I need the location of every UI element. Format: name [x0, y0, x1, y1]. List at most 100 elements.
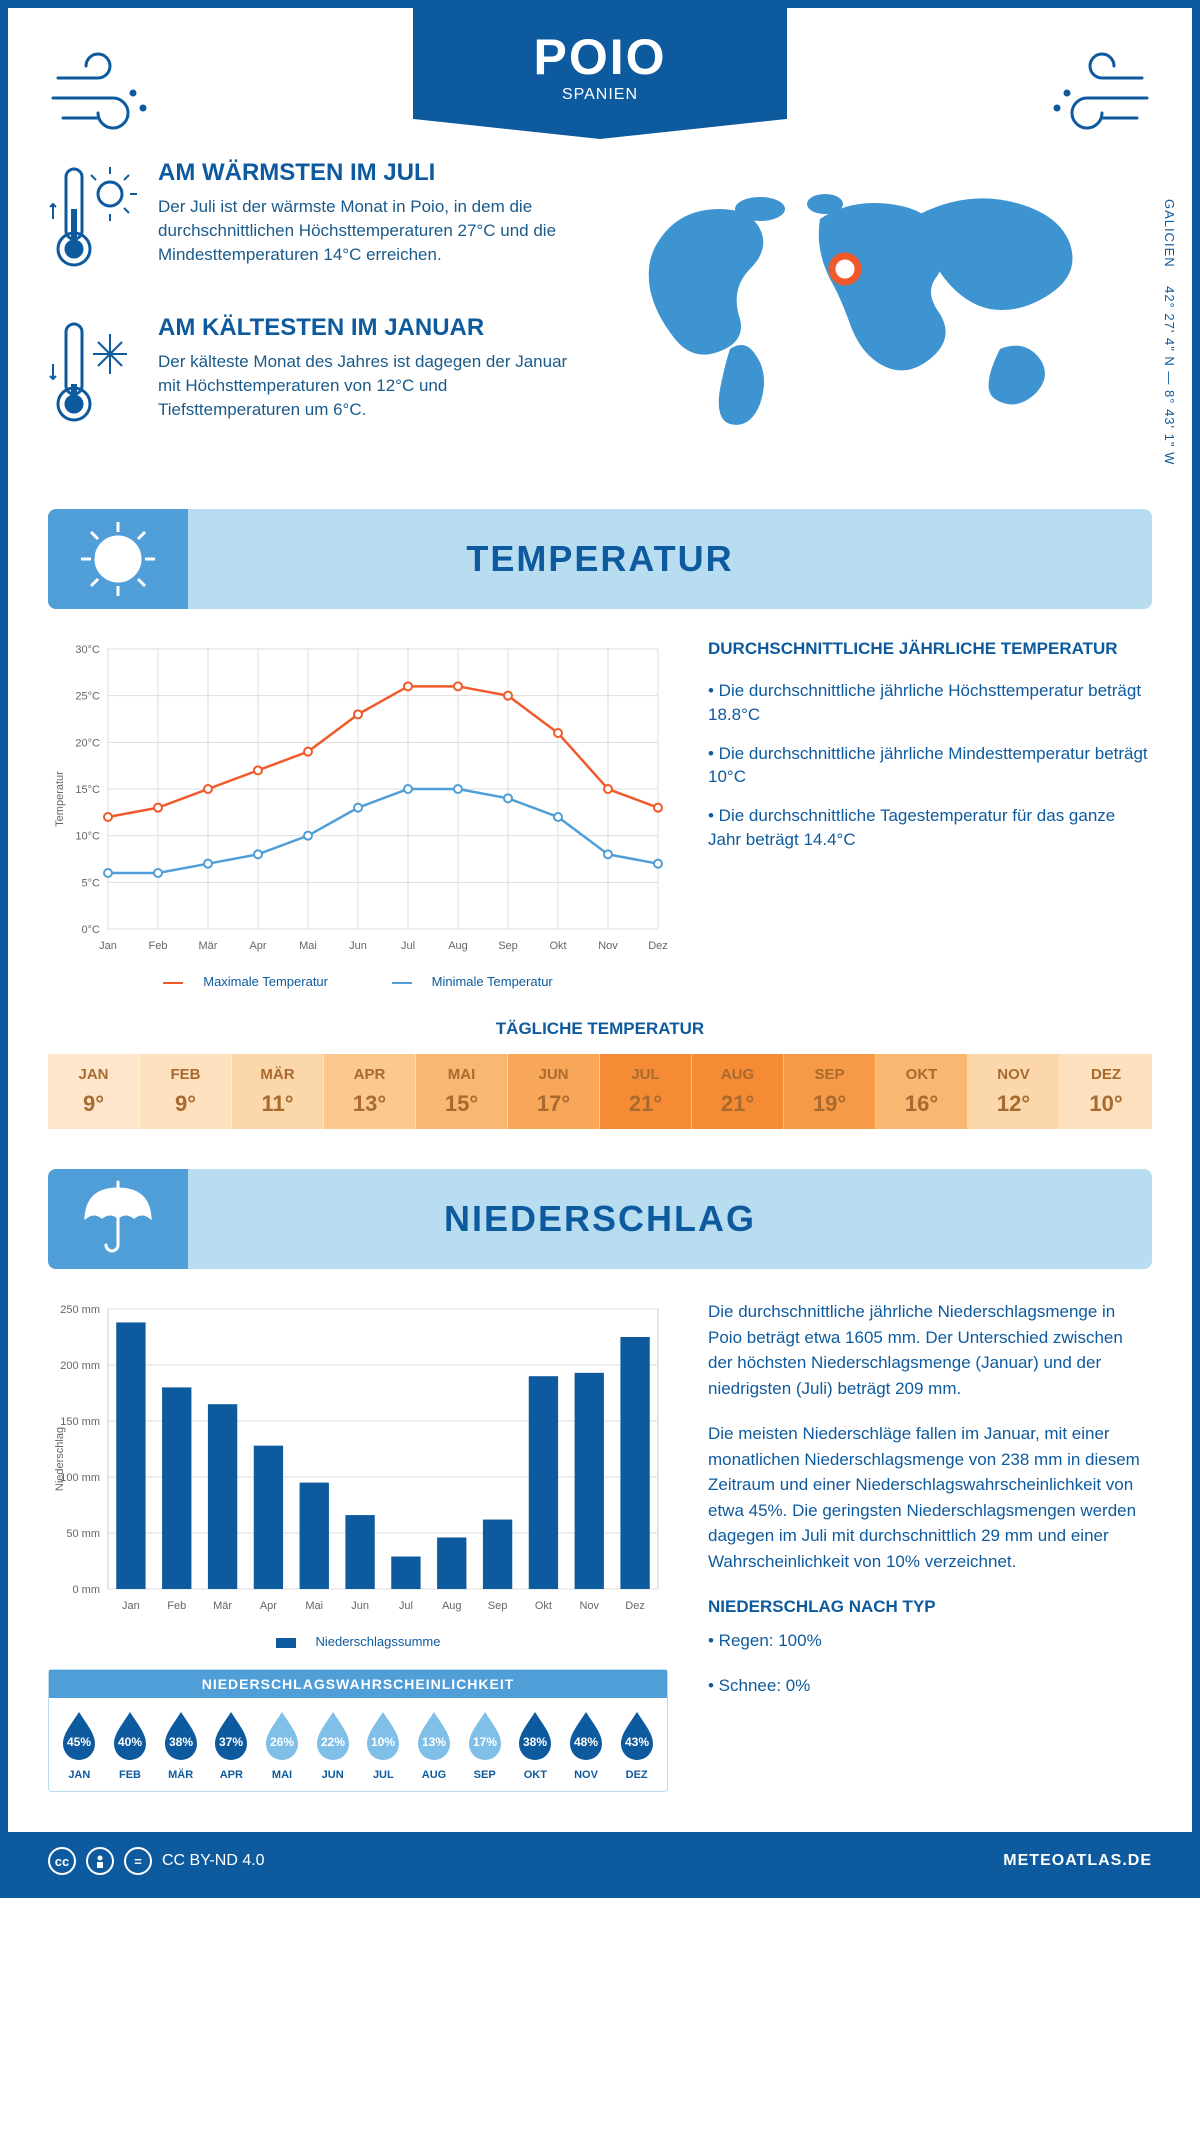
svg-text:Jun: Jun: [349, 940, 367, 952]
probability-title: NIEDERSCHLAGSWAHRSCHEINLICHKEIT: [49, 1670, 667, 1698]
warmest-block: AM WÄRMSTEN IM JULI Der Juli ist der wär…: [48, 159, 580, 284]
probability-grid: 45%JAN40%FEB38%MÄR37%APR26%MAI22%JUN10%J…: [49, 1698, 667, 1791]
svg-text:38%: 38%: [169, 1735, 193, 1749]
svg-text:Niederschlag: Niederschlag: [54, 1427, 66, 1491]
probability-cell: 37%APR: [206, 1708, 257, 1781]
precip-p1: Die durchschnittliche jährliche Niedersc…: [708, 1299, 1152, 1401]
svg-text:0 mm: 0 mm: [73, 1584, 101, 1596]
precipitation-heading: NIEDERSCHLAG: [188, 1198, 1152, 1240]
svg-text:Apr: Apr: [249, 940, 266, 952]
svg-text:Apr: Apr: [260, 1600, 277, 1612]
svg-text:200 mm: 200 mm: [60, 1360, 100, 1372]
svg-text:38%: 38%: [523, 1735, 547, 1749]
precip-type-2: • Schnee: 0%: [708, 1673, 1152, 1699]
temperature-legend: Maximale Temperatur Minimale Temperatur: [48, 974, 668, 989]
temp-bullet-2: • Die durchschnittliche jährliche Mindes…: [708, 742, 1152, 790]
thermometer-hot-icon: [48, 159, 138, 284]
svg-text:Aug: Aug: [442, 1600, 462, 1612]
svg-text:5°C: 5°C: [82, 877, 101, 889]
precipitation-summary: Die durchschnittliche jährliche Niedersc…: [708, 1299, 1152, 1792]
svg-text:100 mm: 100 mm: [60, 1472, 100, 1484]
svg-text:Nov: Nov: [579, 1600, 599, 1612]
probability-box: NIEDERSCHLAGSWAHRSCHEINLICHKEIT 45%JAN40…: [48, 1669, 668, 1792]
svg-text:Okt: Okt: [535, 1600, 552, 1612]
temperature-heading: TEMPERATUR: [188, 538, 1152, 580]
map-column: GALICIEN 42° 27' 4" N — 8° 43' 1" W: [620, 159, 1152, 469]
by-icon: [86, 1847, 114, 1875]
precip-p2: Die meisten Niederschläge fallen im Janu…: [708, 1421, 1152, 1574]
header: POIO SPANIEN: [48, 38, 1152, 119]
nd-icon: =: [124, 1847, 152, 1875]
svg-text:13%: 13%: [422, 1735, 446, 1749]
svg-text:48%: 48%: [574, 1735, 598, 1749]
precipitation-legend: Niederschlagssumme: [48, 1634, 668, 1649]
svg-text:Jul: Jul: [401, 940, 415, 952]
probability-cell: 17%SEP: [459, 1708, 510, 1781]
temperature-chart-wrap: 0°C5°C10°C15°C20°C25°C30°CJanFebMärAprMa…: [48, 639, 668, 989]
daily-cell: FEB9°: [140, 1054, 232, 1129]
country-subtitle: SPANIEN: [533, 86, 666, 104]
svg-text:Temperatur: Temperatur: [54, 771, 66, 827]
svg-text:22%: 22%: [321, 1735, 345, 1749]
temperature-summary: DURCHSCHNITTLICHE JÄHRLICHE TEMPERATUR •…: [708, 639, 1152, 989]
precipitation-content: 0 mm50 mm100 mm150 mm200 mm250 mmNieders…: [48, 1299, 1152, 1792]
svg-text:Mär: Mär: [213, 1600, 232, 1612]
intro-section: AM WÄRMSTEN IM JULI Der Juli ist der wär…: [48, 159, 1152, 469]
probability-cell: 26%MAI: [257, 1708, 308, 1781]
svg-text:20°C: 20°C: [75, 737, 100, 749]
precipitation-charts: 0 mm50 mm100 mm150 mm200 mm250 mmNieders…: [48, 1299, 668, 1792]
svg-text:Dez: Dez: [625, 1600, 645, 1612]
daily-cell: DEZ10°: [1060, 1054, 1152, 1129]
umbrella-icon: [48, 1169, 188, 1269]
probability-cell: 38%OKT: [510, 1708, 561, 1781]
footer-site: METEOATLAS.DE: [1003, 1852, 1152, 1870]
svg-text:26%: 26%: [270, 1735, 294, 1749]
intro-text-column: AM WÄRMSTEN IM JULI Der Juli ist der wär…: [48, 159, 580, 469]
svg-text:Sep: Sep: [498, 940, 518, 952]
svg-text:0°C: 0°C: [82, 924, 101, 936]
world-map-icon: [620, 159, 1152, 444]
svg-text:Aug: Aug: [448, 940, 468, 952]
daily-cell: JUL21°: [600, 1054, 692, 1129]
svg-text:37%: 37%: [219, 1735, 243, 1749]
svg-text:30°C: 30°C: [75, 644, 100, 656]
svg-text:Okt: Okt: [549, 940, 566, 952]
wind-icon-left: [48, 48, 168, 143]
temperature-content: 0°C5°C10°C15°C20°C25°C30°CJanFebMärAprMa…: [48, 639, 1152, 989]
svg-text:Sep: Sep: [488, 1600, 508, 1612]
license-text: CC BY-ND 4.0: [162, 1852, 265, 1870]
daily-cell: AUG21°: [692, 1054, 784, 1129]
daily-cell: SEP19°: [784, 1054, 876, 1129]
temperature-section-header: TEMPERATUR: [48, 509, 1152, 609]
daily-cell: MAI15°: [416, 1054, 508, 1129]
svg-text:Jun: Jun: [351, 1600, 369, 1612]
probability-cell: 45%JAN: [54, 1708, 105, 1781]
precip-type-1: • Regen: 100%: [708, 1628, 1152, 1654]
wind-icon-right: [1032, 48, 1152, 143]
coldest-heading: AM KÄLTESTEN IM JANUAR: [158, 314, 580, 342]
svg-text:Mai: Mai: [305, 1600, 323, 1612]
city-title: POIO: [533, 28, 666, 86]
svg-text:10°C: 10°C: [75, 831, 100, 843]
temperature-line-chart: 0°C5°C10°C15°C20°C25°C30°CJanFebMärAprMa…: [48, 639, 668, 959]
daily-temp-title: TÄGLICHE TEMPERATUR: [48, 1019, 1152, 1039]
cc-icon: cc: [48, 1847, 76, 1875]
footer-license: cc = CC BY-ND 4.0: [48, 1847, 265, 1875]
warmest-heading: AM WÄRMSTEN IM JULI: [158, 159, 580, 187]
daily-cell: NOV12°: [968, 1054, 1060, 1129]
infographic-frame: POIO SPANIEN AM WÄRMSTEN IM JULI Der Jul…: [0, 0, 1200, 1898]
precipitation-section-header: NIEDERSCHLAG: [48, 1169, 1152, 1269]
precip-type-heading: NIEDERSCHLAG NACH TYP: [708, 1594, 1152, 1620]
daily-cell: OKT16°: [876, 1054, 968, 1129]
daily-cell: MÄR11°: [232, 1054, 324, 1129]
daily-cell: JAN9°: [48, 1054, 140, 1129]
svg-text:43%: 43%: [625, 1735, 649, 1749]
temp-bullet-1: • Die durchschnittliche jährliche Höchst…: [708, 679, 1152, 727]
svg-text:Feb: Feb: [149, 940, 168, 952]
coldest-block: AM KÄLTESTEN IM JANUAR Der kälteste Mona…: [48, 314, 580, 439]
thermometer-cold-icon: [48, 314, 138, 439]
coordinates-label: GALICIEN 42° 27' 4" N — 8° 43' 1" W: [1162, 199, 1177, 465]
svg-text:10%: 10%: [371, 1735, 395, 1749]
probability-cell: 13%AUG: [409, 1708, 460, 1781]
svg-text:45%: 45%: [67, 1735, 91, 1749]
